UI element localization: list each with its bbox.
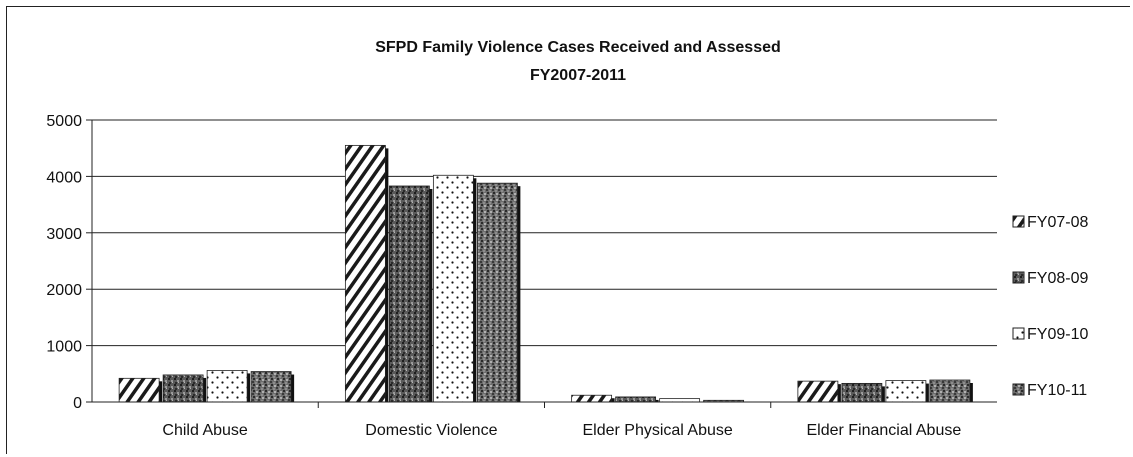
bar-fy09-10: [659, 398, 701, 403]
legend-label: FY09-10: [1027, 326, 1088, 343]
bar-fy09-10: [206, 370, 248, 403]
bar-shadow: [158, 381, 163, 402]
y-tick-label: 5000: [46, 113, 82, 130]
bar-fy08-09: [162, 374, 204, 403]
legend-label: FY07-08: [1027, 214, 1088, 231]
bar-shadow: [202, 377, 207, 402]
bar-fy08-09: [841, 382, 883, 403]
legend-swatch: [1012, 327, 1025, 340]
bar-fy08-09: [615, 396, 657, 403]
bar-fy10-11: [250, 371, 292, 403]
bar-shadow: [968, 383, 973, 402]
chart-frame: [6, 6, 1130, 454]
bar-fy10-11: [476, 182, 518, 403]
bar-shadow: [516, 186, 521, 402]
bar-shadow: [880, 386, 885, 402]
y-tick-label: 4000: [46, 169, 82, 186]
bar-fy07-08: [571, 394, 613, 403]
bar-fy07-08: [118, 377, 160, 403]
chart-subtitle: FY2007-2011: [530, 67, 626, 84]
bar-fy09-10: [885, 380, 927, 403]
gridlines: [92, 119, 997, 347]
x-axis: Child Abuse Domestic Violence Elder Physic…: [92, 401, 997, 439]
x-tick-label: Elder Physical Abuse: [582, 422, 732, 439]
legend-swatch: [1012, 271, 1025, 284]
bar-shadow: [246, 373, 251, 402]
legend-swatch: [1012, 383, 1025, 396]
bar-shadow: [610, 398, 615, 402]
bar-shadow: [472, 178, 477, 402]
x-tick-label: Child Abuse: [162, 422, 247, 439]
bar-shadow: [654, 399, 659, 402]
bars: [118, 144, 973, 403]
bar-fy08-09: [388, 185, 430, 403]
legend: FY07-08 FY08-09 FY09-10 FY10-11: [1012, 214, 1088, 399]
y-tick-label: 1000: [46, 339, 82, 356]
bar-fy07-08: [797, 380, 839, 403]
legend-label: FY08-09: [1027, 270, 1088, 287]
x-tick-label: Elder Financial Abuse: [806, 422, 961, 439]
y-tick-label: 2000: [46, 282, 82, 299]
legend-swatch: [1012, 215, 1025, 228]
bar-shadow: [836, 384, 841, 402]
bar-shadow: [428, 188, 433, 402]
bar-shadow: [290, 374, 295, 402]
y-tick-label: 0: [73, 395, 82, 412]
bar-fy10-11: [929, 379, 971, 403]
bar-shadow: [924, 383, 929, 402]
bar-fy07-08: [344, 144, 386, 403]
y-tick-label: 3000: [46, 226, 82, 243]
y-axis: 0 1000 2000 3000 4000 5000: [46, 113, 93, 412]
bar-shadow: [384, 148, 389, 402]
x-tick-label: Domestic Violence: [365, 422, 497, 439]
bar-fy09-10: [432, 174, 474, 403]
chart-title: SFPD Family Violence Cases Received and …: [375, 39, 781, 56]
legend-label: FY10-11: [1027, 382, 1087, 399]
